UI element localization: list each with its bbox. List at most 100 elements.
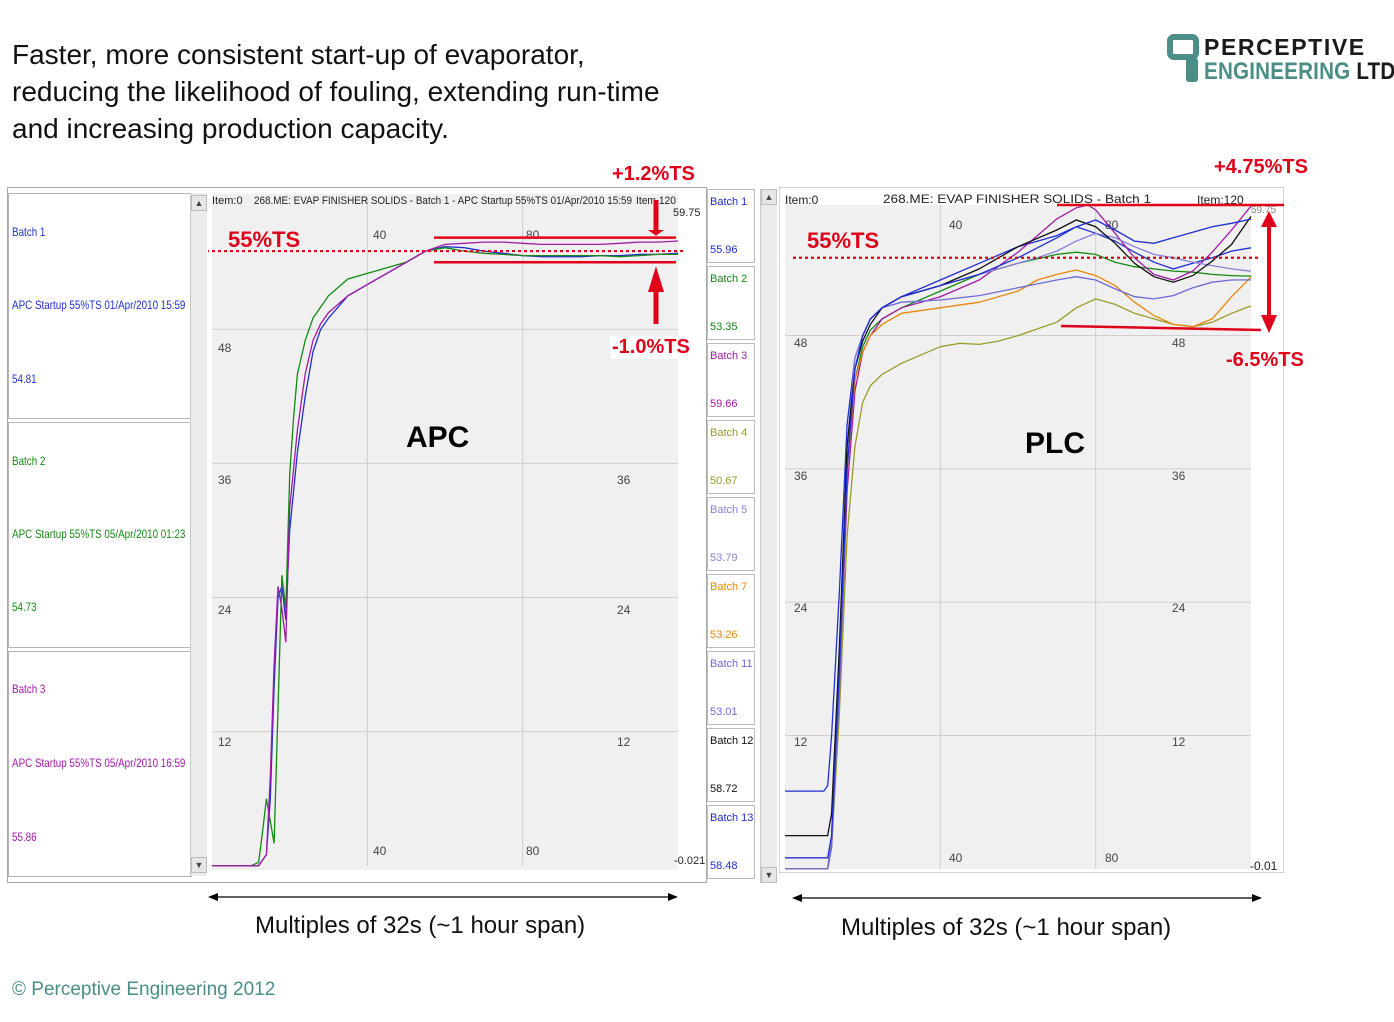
plc-batch-list-item[interactable]: Batch 7 53.26 [707, 574, 755, 648]
range-arrow-head-top [1261, 211, 1277, 227]
y-tick-right-36: 36 [1172, 469, 1186, 483]
logo-line-1: PERCEPTIVE [1204, 34, 1366, 60]
logo-mark-icon [1167, 34, 1199, 82]
ymin-label: -0.021 [674, 855, 705, 867]
lower-band-line [1060, 324, 1262, 332]
plc-batch-list-item[interactable]: Batch 3 59.66 [707, 343, 755, 417]
apc-legend-batch-3[interactable]: Batch 3 APC Startup 55%TS 05/Apr/2010 16… [8, 651, 192, 877]
batch-name: Batch 13 [710, 812, 754, 824]
legend-batch-name: Batch 1 [12, 225, 46, 239]
series-line-batch-2 [212, 247, 678, 867]
range-arrow-head-bottom [1261, 315, 1277, 333]
batch-name: Batch 3 [710, 350, 748, 362]
plot-area [785, 205, 1251, 869]
series-line-batch-13 [785, 218, 1252, 859]
legend-batch-value: 54.81 [12, 372, 37, 386]
x-tick-top-40: 40 [949, 218, 963, 232]
y-tick-12: 12 [794, 735, 808, 749]
legend-batch-name: Batch 3 [12, 682, 46, 696]
batch-value: 58.72 [710, 783, 738, 795]
annotations [208, 200, 686, 324]
y-tick-48: 48 [794, 336, 808, 350]
batch-name: Batch 1 [710, 196, 748, 208]
legend-batch-value: 55.86 [12, 830, 37, 844]
batch-value: 59.66 [710, 398, 738, 410]
setpoint-label: 55%TS [807, 228, 879, 253]
batch-name: Batch 2 [710, 273, 748, 285]
plc-batch-list-item[interactable]: Batch 4 50.67 [707, 420, 755, 494]
series-line-batch-4 [785, 298, 1252, 870]
apc-legend-batch-2[interactable]: Batch 2 APC Startup 55%TS 05/Apr/2010 01… [8, 422, 192, 648]
apc-center-label: APC [406, 421, 469, 454]
logo-line-2: ENGINEERING LTD [1204, 58, 1394, 86]
copyright: © Perceptive Engineering 2012 [12, 979, 276, 1000]
legend-batch-value: 54.73 [12, 600, 37, 614]
batch-name: Batch 12 [710, 735, 754, 747]
y-tick-24: 24 [794, 601, 808, 615]
header-item120: Item:120 [1197, 193, 1244, 207]
company-logo: PERCEPTIVE ENGINEERING LTD [1166, 34, 1394, 90]
headline-line-3: and increasing production capacity. [12, 113, 449, 144]
plc-list-scrollbar[interactable]: ▲ ▼ [760, 189, 777, 883]
scroll-up-icon[interactable]: ▲ [191, 195, 207, 211]
batch-value: 50.67 [710, 475, 738, 487]
plc-span-arrow [792, 894, 1262, 902]
plc-batch-list-item[interactable]: Batch 12 58.72 [707, 728, 755, 802]
y-tick-24: 24 [218, 603, 232, 617]
batch-value: 53.01 [710, 706, 738, 718]
annotations [793, 203, 1284, 333]
plc-x-axis-caption: Multiples of 32s (~1 hour span) [841, 914, 1172, 941]
y-tick-right-12: 12 [617, 735, 631, 749]
x-tick-bottom-80: 80 [526, 844, 540, 858]
lower-arrow-head [648, 266, 664, 292]
ymax-label: 59.75 [1251, 205, 1276, 216]
logo-ltd: LTD [1356, 58, 1394, 85]
legend-batch-name: Batch 2 [12, 454, 46, 468]
scroll-up-icon[interactable]: ▲ [761, 189, 777, 205]
headline-line-2: reducing the likelihood of fouling, exte… [12, 76, 660, 107]
y-tick-right-12: 12 [1172, 735, 1186, 749]
batch-name: Batch 5 [710, 504, 748, 516]
scroll-down-icon[interactable]: ▼ [761, 867, 777, 883]
plc-center-label: PLC [1025, 427, 1085, 460]
plot-area [212, 194, 678, 870]
scroll-down-icon[interactable]: ▼ [191, 857, 207, 873]
series-line-batch-3 [212, 240, 679, 867]
series-lines [212, 240, 679, 867]
y-tick-right-24: 24 [1172, 601, 1186, 615]
plc-chart: Item:0 268.ME: EVAP FINISHER SOLIDS - Ba… [779, 187, 1284, 873]
span-arrows [208, 893, 1262, 902]
plc-batch-list-item[interactable]: Batch 13 58.48 [707, 805, 755, 879]
plc-batch-list-item[interactable]: Batch 1 55.96 [707, 189, 755, 263]
upper-band-label: +4.75%TS [1214, 156, 1308, 178]
plc-batch-list-item[interactable]: Batch 5 53.79 [707, 497, 755, 571]
header-item0: Item:0 [785, 193, 819, 207]
batch-name: Batch 11 [710, 658, 753, 670]
series-line-batch-1 [785, 226, 1252, 792]
x-tick-bottom-40: 40 [949, 851, 963, 865]
plc-batch-list-item[interactable]: Batch 2 53.35 [707, 266, 755, 340]
batch-name: Batch 4 [710, 427, 748, 439]
header-title: 268.ME: EVAP FINISHER SOLIDS - Batch 1 -… [254, 195, 632, 207]
series-line-batch-3 [785, 204, 1252, 870]
batch-value: 58.48 [710, 860, 738, 872]
apc-legend-scrollbar[interactable]: ▲ ▼ [190, 193, 207, 876]
batch-value: 55.96 [710, 244, 738, 256]
y-tick-36: 36 [218, 473, 232, 487]
y-tick-right-24: 24 [617, 603, 631, 617]
headline: Faster, more consistent start-up of evap… [12, 36, 752, 147]
upper-band-label: +1.2%TS [612, 163, 695, 185]
ymax-label: 59.75 [673, 207, 701, 219]
x-tick-top-80: 80 [1105, 218, 1119, 232]
y-tick-48: 48 [218, 341, 232, 355]
upper-arrow-head [648, 230, 664, 236]
y-tick-12: 12 [218, 735, 232, 749]
grid-lines [212, 198, 678, 866]
headline-line-1: Faster, more consistent start-up of evap… [12, 39, 585, 70]
apc-x-axis-caption: Multiples of 32s (~1 hour span) [255, 912, 586, 939]
apc-span-arrow [208, 893, 678, 901]
plc-batch-list-item[interactable]: Batch 11 53.01 [707, 651, 755, 725]
apc-legend-batch-1[interactable]: Batch 1 APC Startup 55%TS 01/Apr/2010 15… [8, 193, 192, 419]
x-tick-bottom-80: 80 [1105, 851, 1119, 865]
batch-value: 53.79 [710, 552, 738, 564]
